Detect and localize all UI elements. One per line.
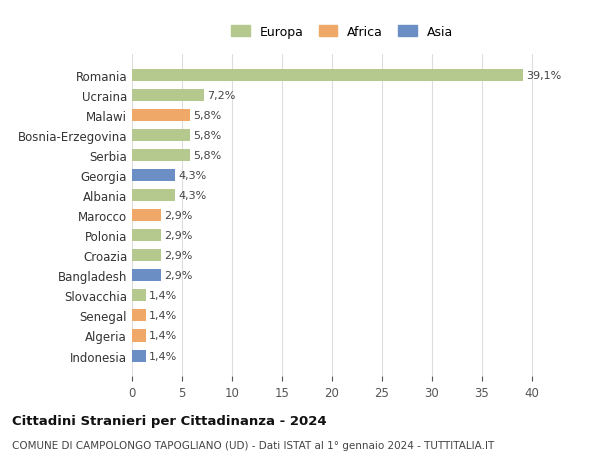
Text: 39,1%: 39,1% <box>526 71 561 81</box>
Bar <box>132 210 161 222</box>
Text: 5,8%: 5,8% <box>193 111 221 121</box>
Text: 1,4%: 1,4% <box>149 331 177 341</box>
Bar <box>132 230 161 242</box>
Bar <box>132 110 190 122</box>
Text: 2,9%: 2,9% <box>164 231 193 241</box>
Bar <box>132 290 146 302</box>
Text: 4,3%: 4,3% <box>178 191 206 201</box>
Text: 1,4%: 1,4% <box>149 351 177 361</box>
Bar <box>132 350 146 362</box>
Bar <box>132 70 523 82</box>
Bar <box>132 170 175 182</box>
Text: 7,2%: 7,2% <box>207 91 235 101</box>
Text: 1,4%: 1,4% <box>149 311 177 321</box>
Text: 2,9%: 2,9% <box>164 251 193 261</box>
Text: COMUNE DI CAMPOLONGO TAPOGLIANO (UD) - Dati ISTAT al 1° gennaio 2024 - TUTTITALI: COMUNE DI CAMPOLONGO TAPOGLIANO (UD) - D… <box>12 440 494 450</box>
Bar <box>132 310 146 322</box>
Text: 2,9%: 2,9% <box>164 211 193 221</box>
Text: 5,8%: 5,8% <box>193 151 221 161</box>
Text: 5,8%: 5,8% <box>193 131 221 141</box>
Text: 1,4%: 1,4% <box>149 291 177 301</box>
Legend: Europa, Africa, Asia: Europa, Africa, Asia <box>224 20 460 45</box>
Text: 2,9%: 2,9% <box>164 271 193 281</box>
Bar <box>132 330 146 342</box>
Bar <box>132 250 161 262</box>
Text: 4,3%: 4,3% <box>178 171 206 181</box>
Bar <box>132 190 175 202</box>
Bar <box>132 150 190 162</box>
Bar <box>132 270 161 282</box>
Bar <box>132 90 204 102</box>
Text: Cittadini Stranieri per Cittadinanza - 2024: Cittadini Stranieri per Cittadinanza - 2… <box>12 414 326 427</box>
Bar <box>132 130 190 142</box>
